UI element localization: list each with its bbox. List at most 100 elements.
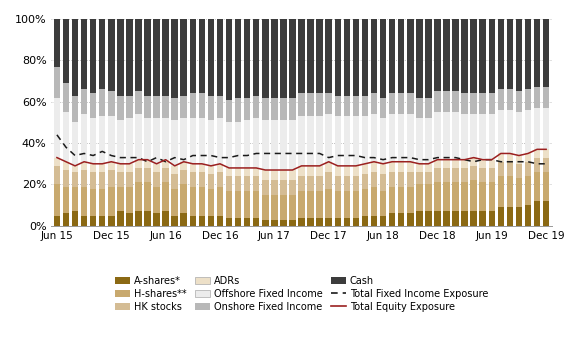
Bar [335,191,341,218]
Bar [162,160,169,168]
Bar [498,154,504,162]
Bar [253,19,259,95]
Bar [190,93,196,118]
Bar [135,91,142,114]
Bar [108,215,114,226]
Bar [416,97,423,118]
Bar [452,19,459,91]
Bar [90,93,96,118]
Bar [99,89,106,116]
Bar [407,162,414,172]
Bar [534,87,541,108]
Bar [99,116,106,164]
Bar [162,19,169,95]
Bar [434,91,441,112]
Bar [443,19,450,91]
Bar [488,93,495,114]
Bar [371,172,377,186]
Bar [316,166,323,176]
Bar [534,172,541,201]
Bar [343,176,350,191]
Bar [180,95,187,118]
Bar [543,201,549,226]
Bar [54,97,60,158]
Bar [534,149,541,158]
Bar [507,176,513,207]
Bar [108,19,114,91]
Bar [217,215,223,226]
Bar [90,172,96,189]
Bar [362,215,368,226]
Bar [316,176,323,191]
Bar [226,218,233,226]
Bar [488,168,495,182]
Bar [253,168,259,176]
Bar [425,19,432,97]
Bar [525,110,531,154]
Bar [362,19,368,95]
Bar [298,166,305,176]
Bar [534,201,541,226]
Bar [153,213,160,226]
Bar [172,189,178,215]
Bar [516,19,522,91]
Bar [434,211,441,226]
Bar [135,182,142,211]
Bar [153,118,160,164]
Bar [144,19,151,95]
Bar [180,184,187,213]
Bar [217,186,223,215]
Bar [307,93,314,116]
Bar [271,195,278,220]
Bar [307,218,314,226]
Bar [271,19,278,97]
Bar [434,112,441,160]
Bar [208,166,214,174]
Bar [262,180,269,195]
Bar [525,176,531,205]
Bar [135,160,142,168]
Bar [153,164,160,172]
Bar [325,172,332,189]
Bar [498,176,504,207]
Bar [172,120,178,166]
Bar [353,166,359,176]
Bar [72,122,78,166]
Bar [108,91,114,116]
Bar [343,191,350,218]
Bar [72,186,78,211]
Bar [208,215,214,226]
Bar [507,19,513,89]
Bar [480,114,486,160]
Bar [498,207,504,226]
Bar [262,195,269,220]
Bar [398,19,404,93]
Bar [90,118,96,164]
Bar [244,176,251,191]
Bar [190,164,196,172]
Bar [144,95,151,118]
Bar [543,158,549,172]
Bar [289,195,296,220]
Bar [144,160,151,168]
Bar [416,118,423,164]
Bar [516,112,522,156]
Bar [461,182,468,211]
Bar [362,116,368,164]
Bar [443,91,450,112]
Bar [172,97,178,120]
Bar [280,120,287,170]
Bar [425,97,432,118]
Bar [298,93,305,116]
Bar [262,19,269,97]
Bar [235,176,241,191]
Bar [353,116,359,166]
Bar [190,19,196,93]
Bar [480,211,486,226]
Bar [72,172,78,186]
Bar [81,162,88,170]
Bar [335,19,341,95]
Bar [316,191,323,218]
Bar [117,164,124,172]
Bar [534,19,541,87]
